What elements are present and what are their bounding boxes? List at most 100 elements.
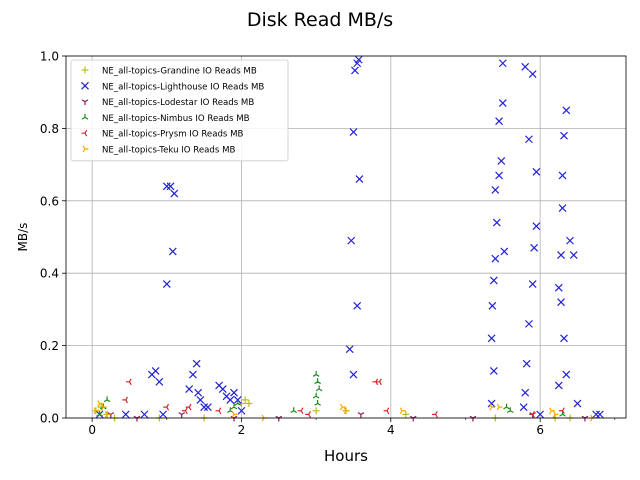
data-point — [489, 367, 498, 375]
data-point — [226, 395, 235, 404]
data-point — [529, 411, 535, 418]
data-point — [355, 175, 364, 184]
data-point — [185, 403, 192, 411]
y-tick-label: 0.0 — [40, 412, 59, 426]
data-point — [218, 385, 227, 393]
legend-entry: NE_all-topics-Lighthouse IO Reads MB — [81, 81, 264, 92]
data-point — [559, 407, 565, 415]
data-point — [491, 186, 500, 194]
data-point — [122, 396, 129, 404]
data-point — [383, 407, 390, 415]
data-point — [290, 407, 298, 414]
data-point — [521, 388, 530, 397]
data-point — [573, 399, 582, 408]
data-point — [376, 378, 382, 386]
data-point — [314, 400, 321, 406]
data-point — [351, 66, 359, 75]
data-point — [532, 222, 541, 231]
legend-marker — [82, 145, 89, 153]
y-axis-label: MB/s — [16, 223, 30, 252]
data-point — [500, 247, 509, 256]
data-point — [312, 392, 320, 399]
data-point — [101, 403, 107, 411]
data-point — [170, 189, 179, 198]
data-point — [495, 171, 503, 180]
data-point — [497, 157, 506, 165]
data-point — [233, 395, 242, 404]
data-point — [245, 400, 253, 408]
data-point — [562, 106, 571, 115]
data-point — [312, 407, 320, 415]
data-point — [592, 410, 601, 419]
data-point — [215, 407, 222, 415]
data-point — [549, 407, 555, 415]
data-point — [492, 218, 501, 227]
data-point — [178, 412, 186, 418]
data-point — [241, 396, 249, 404]
data-point — [560, 334, 568, 343]
y-tick-label: 1.0 — [40, 50, 59, 64]
data-point — [349, 128, 358, 136]
legend-entry: NE_all-topics-Grandine IO Reads MB — [81, 66, 257, 77]
data-point — [525, 135, 533, 144]
data-point — [163, 403, 170, 411]
data-point — [496, 403, 503, 411]
data-point — [93, 407, 100, 415]
data-point — [566, 236, 574, 245]
data-point — [489, 276, 498, 285]
y-tick-label: 0.4 — [40, 267, 59, 281]
data-point — [560, 131, 568, 140]
data-point — [159, 410, 167, 419]
legend-box — [70, 59, 289, 162]
data-point — [349, 370, 358, 379]
data-point — [432, 411, 438, 418]
data-point — [185, 385, 194, 393]
data-point — [495, 117, 503, 126]
data-point — [402, 410, 410, 418]
data-point — [315, 385, 323, 392]
data-point — [595, 410, 604, 419]
data-point — [96, 410, 103, 417]
data-point — [519, 403, 528, 412]
legend-label: NE_all-topics-Grandine IO Reads MB — [102, 67, 257, 77]
data-point — [569, 251, 578, 260]
data-point — [399, 407, 406, 415]
data-point — [506, 407, 514, 414]
data-point — [189, 370, 197, 379]
legend-label: NE_all-topics-Nimbus IO Reads MB — [102, 114, 250, 124]
data-point — [140, 410, 149, 419]
legend-entry: NE_all-topics-Teku IO Reads MB — [82, 145, 235, 156]
legend-marker — [81, 129, 88, 137]
data-point — [353, 301, 362, 310]
data-point — [522, 359, 531, 368]
data-point — [162, 182, 171, 191]
data-point — [347, 236, 356, 245]
legend-marker — [81, 66, 89, 74]
x-tick-label: 0 — [88, 423, 96, 437]
legend-entry: NE_all-topics-Lodestar IO Reads MB — [81, 98, 254, 108]
data-point — [530, 243, 539, 252]
data-point — [339, 403, 346, 411]
data-point — [487, 399, 496, 408]
data-point — [498, 59, 507, 68]
data-point — [121, 410, 130, 419]
legend-label: NE_all-topics-Lighthouse IO Reads MB — [102, 82, 264, 92]
axes-frame — [65, 55, 627, 419]
data-point — [230, 388, 238, 397]
data-point — [528, 280, 537, 288]
data-point — [562, 370, 571, 379]
data-point — [343, 407, 350, 415]
data-point — [536, 410, 545, 419]
data-point — [345, 345, 354, 354]
data-point — [234, 400, 242, 406]
data-point — [354, 55, 363, 64]
data-point — [488, 301, 497, 310]
x-axis-label: Hours — [324, 447, 368, 465]
legend-marker — [81, 99, 89, 106]
data-point — [503, 403, 510, 410]
data-point — [194, 388, 203, 397]
x-tick-label: 2 — [238, 423, 246, 437]
data-point — [297, 407, 304, 415]
data-point — [196, 395, 205, 404]
y-tick-label: 0.2 — [40, 339, 59, 353]
